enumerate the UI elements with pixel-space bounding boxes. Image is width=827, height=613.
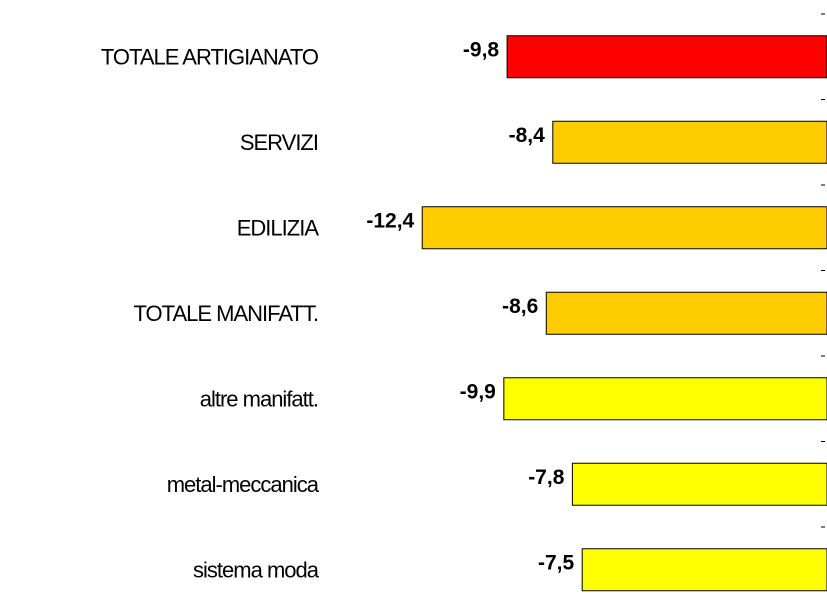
category-label: altre manifatt. xyxy=(200,387,318,412)
value-label: -7,8 xyxy=(528,466,565,489)
value-label: -9,8 xyxy=(463,38,500,61)
category-label: TOTALE MANIFATT. xyxy=(134,301,318,326)
category-label: SERVIZI xyxy=(240,130,318,155)
value-label: -9,9 xyxy=(460,380,496,403)
bar xyxy=(552,120,827,164)
category-label: metal-meccanica xyxy=(167,472,320,497)
value-label: -7,5 xyxy=(538,551,575,574)
bar xyxy=(581,548,827,592)
value-label: -8,4 xyxy=(509,124,546,147)
bar xyxy=(506,35,827,79)
bar xyxy=(503,377,827,421)
value-label: -8,6 xyxy=(502,295,538,318)
category-label: TOTALE ARTIGIANATO xyxy=(101,45,319,70)
bar xyxy=(421,206,827,250)
category-label: EDILIZIA xyxy=(237,216,320,241)
bar xyxy=(545,291,827,335)
bar xyxy=(571,462,827,506)
value-label: -12,4 xyxy=(366,209,414,232)
category-label: sistema moda xyxy=(193,558,320,583)
